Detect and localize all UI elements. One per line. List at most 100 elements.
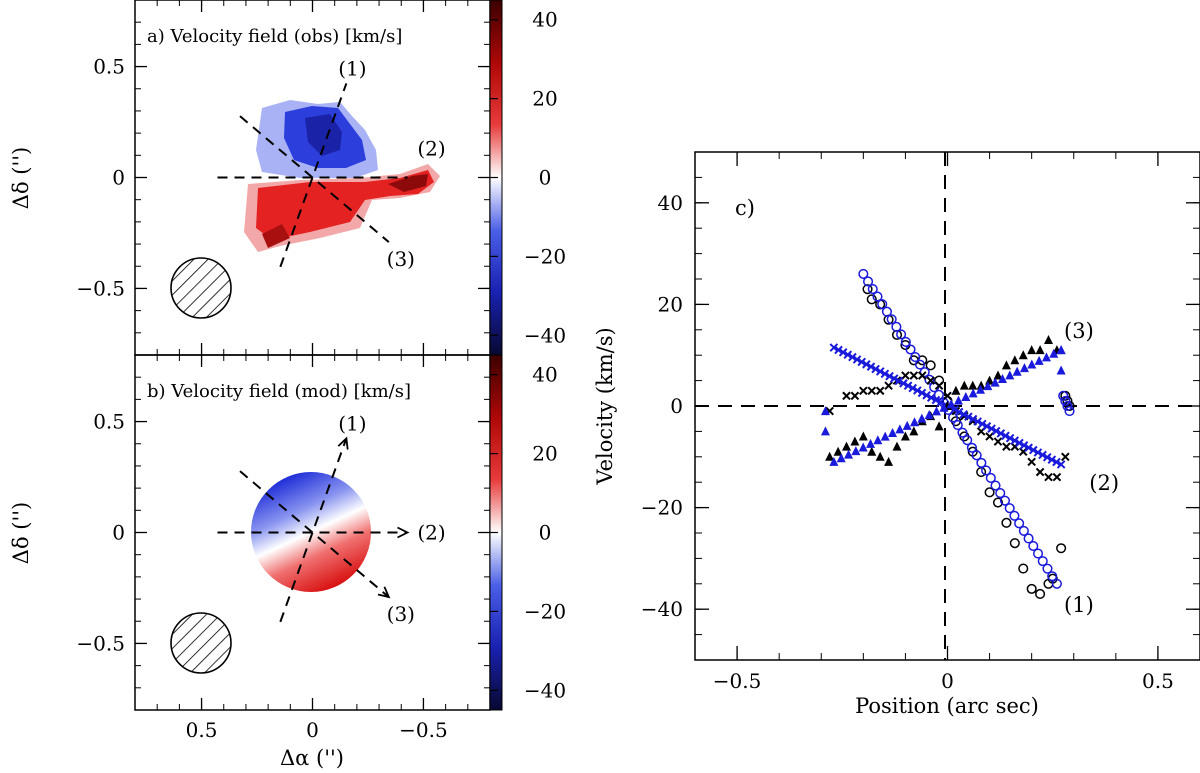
marker-triangle — [1010, 355, 1020, 365]
marker-circle — [1009, 538, 1020, 549]
marker-cross — [985, 432, 994, 441]
marker-triangle — [946, 399, 956, 409]
marker-triangle — [983, 381, 993, 391]
cut-label: (3) — [387, 247, 415, 271]
marker-cross — [1028, 445, 1038, 455]
marker-circle — [999, 495, 1011, 506]
marker-circle — [971, 450, 982, 461]
cut-arrowhead — [377, 586, 391, 599]
marker-circle — [957, 427, 968, 438]
marker-cross — [954, 407, 964, 417]
marker-cross — [867, 386, 877, 396]
beam-a — [170, 257, 232, 319]
marker-cross — [996, 429, 1006, 438]
marker-triangle — [1027, 359, 1037, 369]
panel-b-velocity-mod: 0.5 0 −0.5 0.5 0 −0.5 40 20 0 −20 −40 b) Velocity … — [76, 354, 566, 742]
marker-triangle — [1001, 360, 1011, 370]
marker-circle — [863, 276, 874, 287]
marker-circle — [1037, 556, 1048, 567]
marker-cross — [894, 376, 904, 386]
marker-circle — [1018, 563, 1029, 574]
marker-cross — [859, 386, 868, 396]
ylabel-c: Velocity (km/s) — [593, 327, 617, 485]
marker-circle — [1001, 517, 1012, 528]
marker-triangle — [1056, 345, 1066, 355]
marker-triangle — [1049, 348, 1059, 358]
ytick-label: 0 — [112, 521, 125, 545]
colorbar-label: 20 — [532, 442, 557, 466]
beam-b — [170, 612, 232, 674]
ytick-label: −40 — [641, 597, 683, 621]
marker-triangle — [993, 370, 1003, 380]
marker-cross — [852, 355, 862, 364]
cut-label: (3) — [387, 602, 415, 626]
marker-cross — [977, 419, 987, 429]
cut-arrowhead — [337, 436, 349, 450]
xtick-label: 0 — [306, 718, 319, 742]
marker-circle — [914, 359, 926, 370]
marker-triangle — [1019, 363, 1029, 373]
marker-circle — [872, 291, 883, 302]
marker-cross — [875, 386, 885, 396]
marker-triangle — [953, 395, 963, 405]
marker-cross — [1002, 442, 1011, 451]
marker-triangle — [997, 373, 1007, 383]
marker-circle — [881, 306, 892, 317]
marker-cross — [857, 357, 867, 367]
marker-cross — [908, 383, 918, 393]
marker-circle — [992, 497, 1004, 508]
marker-triangle — [1056, 365, 1066, 375]
ytick-label: −20 — [641, 496, 683, 520]
colorbar-label: 0 — [539, 521, 552, 545]
marker-triangle — [842, 441, 851, 451]
panel-a-velocity-obs: 0.5 0 −0.5 40 20 0 −20 −40 a) Velocity field (o… — [76, 0, 566, 356]
cut-label: (1) — [338, 56, 366, 80]
marker-cross — [875, 367, 885, 376]
marker-triangle — [1018, 350, 1028, 360]
ylabel-a: Δδ ('') — [9, 147, 33, 209]
marker-circle — [858, 268, 869, 279]
marker-triangle — [884, 456, 894, 466]
marker-circle — [900, 336, 911, 347]
marker-triangle — [932, 406, 942, 416]
marker-triangle — [959, 380, 969, 390]
marker-cross — [917, 388, 927, 398]
marker-cross — [848, 352, 857, 362]
marker-cross — [943, 391, 952, 401]
marker-cross — [1061, 452, 1070, 462]
marker-triangle — [833, 446, 843, 456]
marker-circle — [925, 360, 936, 371]
marker-triangle — [851, 446, 861, 456]
marker-triangle — [888, 428, 898, 438]
marker-triangle — [1027, 345, 1037, 355]
marker-triangle — [880, 431, 890, 441]
marker-circle — [1026, 583, 1037, 594]
marker-triangle — [909, 426, 919, 436]
xtick-label: −0.5 — [399, 718, 448, 742]
marker-circle — [1047, 571, 1058, 582]
marker-cross — [843, 350, 853, 360]
marker-cross — [909, 371, 919, 380]
marker-triangle — [902, 420, 912, 430]
blue-lobe-dark — [305, 114, 342, 156]
marker-triangle — [1005, 370, 1015, 380]
xtick-label: 0 — [941, 669, 954, 693]
marker-circle — [866, 294, 877, 305]
marker-cross — [926, 376, 935, 385]
marker-cross — [987, 424, 996, 433]
marker-cross — [850, 391, 860, 401]
marker-circle — [1014, 518, 1025, 529]
cut-label: (1) — [338, 411, 366, 435]
marker-triangle — [934, 421, 944, 431]
colorbar-label: −40 — [524, 678, 566, 702]
marker-circle — [995, 488, 1006, 499]
cut-arrowhead — [397, 526, 410, 539]
colorbar-label: −20 — [524, 599, 566, 623]
marker-circle — [919, 367, 930, 378]
marker-cross — [899, 379, 908, 388]
colorbar-label: −20 — [524, 244, 566, 268]
marker-circle — [1023, 533, 1034, 544]
marker-cross — [1010, 436, 1020, 445]
marker-cross — [871, 364, 880, 374]
